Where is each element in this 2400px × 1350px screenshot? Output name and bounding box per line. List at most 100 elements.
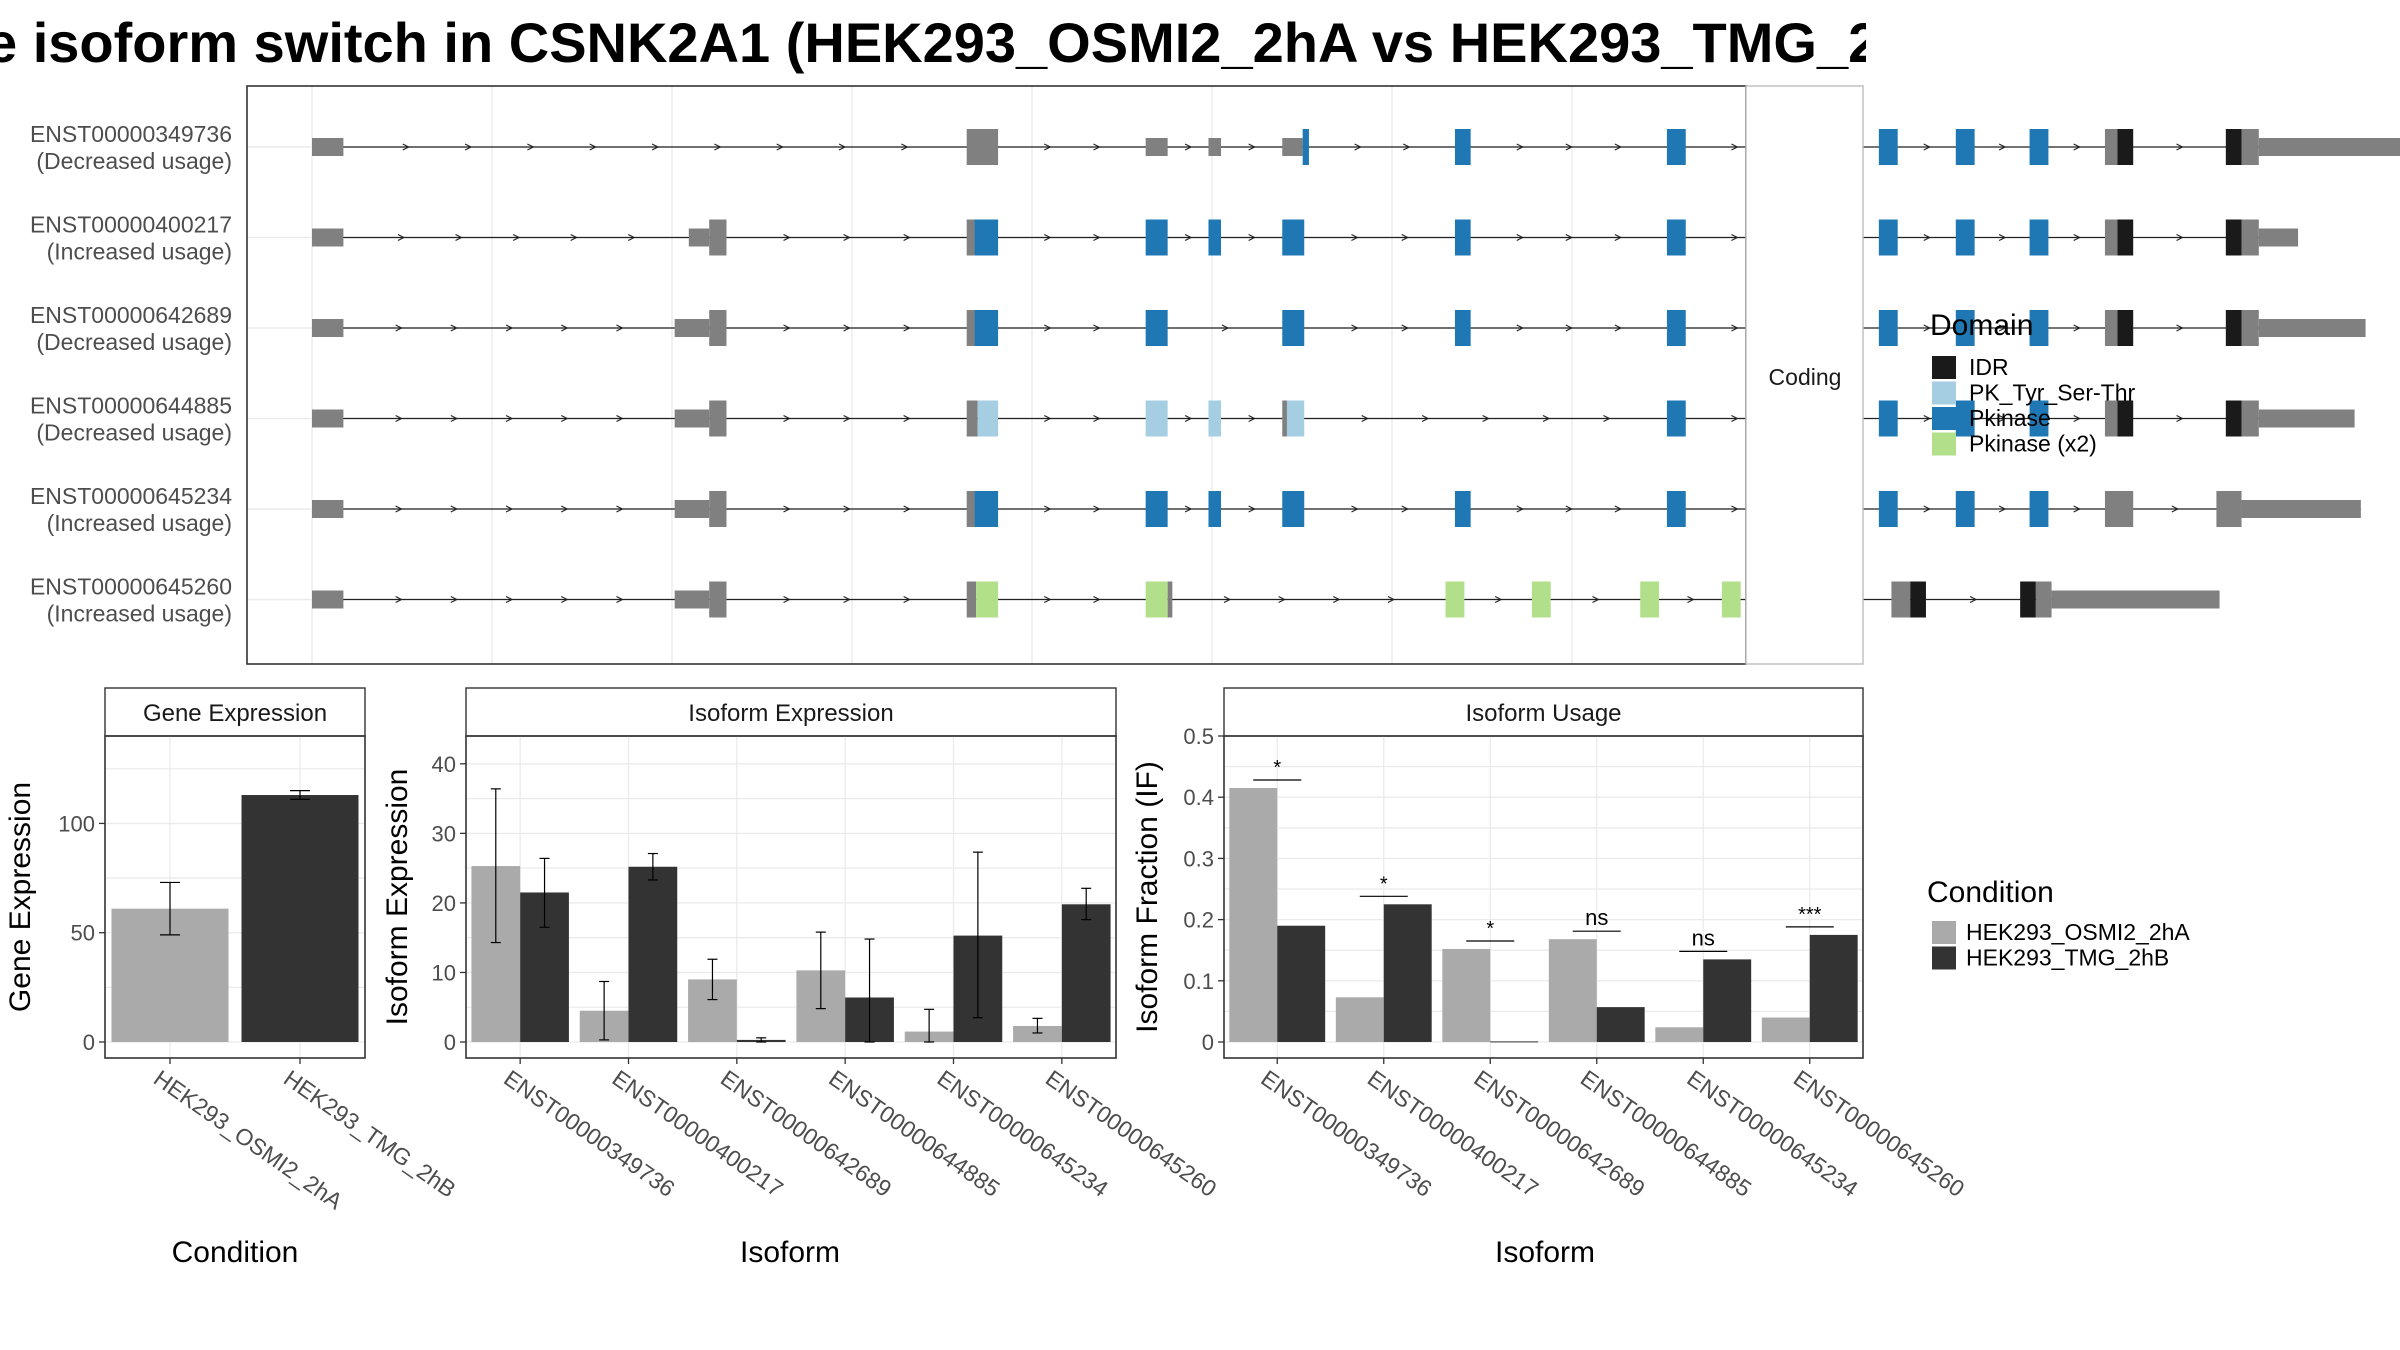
x-tick-label: ENST00000400217 [1363,1065,1543,1202]
bar [1277,925,1326,1042]
intron-arrow [1516,143,1524,151]
bar [1383,904,1432,1042]
bar [1061,904,1111,1042]
condition-legend-title: Condition [1927,876,2054,909]
exon [1282,219,1305,256]
intron-arrow [1923,143,1931,151]
exon [2029,129,2049,165]
intron-arrow [1093,234,1101,241]
intron-arrow [1516,234,1524,241]
intron-arrow [1565,505,1574,513]
significance-label: ns [1585,905,1608,930]
exon [2258,228,2299,247]
exon [2104,400,2118,437]
exon [1208,138,1222,156]
intron-arrow [2073,415,2081,422]
exon [1208,400,1222,437]
exon [1878,491,1898,527]
intron-arrow [1592,596,1600,603]
intron-arrow [616,415,624,422]
domain-legend-label: Pkinase [1969,405,2051,431]
exon [974,310,999,346]
intron-arrow [783,234,791,241]
exon [2241,400,2259,437]
intron-arrow [1184,143,1193,151]
intron-arrow [1401,505,1409,513]
domain-legend-label: IDR [1969,354,2009,380]
intron-arrow [395,596,403,603]
exon [966,400,978,437]
plot-background [466,736,1116,1058]
intron-arrow [402,143,410,151]
intron-arrow [838,143,847,151]
y-axis-title: Isoform Expression [381,769,414,1026]
exon [1878,129,1898,165]
intron-arrow [1093,505,1101,513]
y-tick-label: 0 [444,1030,456,1055]
exon [312,409,344,428]
exon [674,409,710,428]
exon [1955,129,1975,165]
exon [1955,491,1975,527]
intron-arrow [1731,143,1739,151]
exon [1282,491,1305,527]
exon [1666,310,1686,346]
bar [1490,1041,1539,1043]
exon [2117,400,2134,437]
intron-arrow [561,505,569,513]
exon [1145,581,1168,618]
transcript-usage-label: (Increased usage) [47,510,232,536]
exon [966,219,975,256]
exon [2225,400,2242,437]
bar [1548,939,1597,1042]
intron-arrow [843,324,851,332]
exon [976,581,999,618]
exon [1891,581,1911,618]
intron-arrow [1093,324,1101,332]
intron-arrow [1614,234,1623,241]
transcript-usage-label: (Increased usage) [47,239,232,265]
exon [2241,129,2259,165]
intron-arrow [1731,234,1739,241]
bar [1761,1017,1810,1042]
transcript-row [312,581,2220,618]
x-tick-label: ENST00000644885 [1576,1065,1756,1202]
intron-arrow [1923,505,1931,513]
exon [2104,129,2118,165]
domain-legend-label: PK_Tyr_Ser-Thr [1969,380,2135,406]
exon [1282,400,1287,437]
intron-arrow [2176,415,2184,422]
intron-arrow [505,505,514,513]
y-tick-label: 0 [83,1030,95,1055]
intron-arrow [783,415,791,422]
exon [966,581,977,618]
exon [1208,219,1222,256]
intron-arrow [2073,324,2081,332]
intron-arrow [561,324,569,332]
plot-border [104,735,366,1059]
intron-arrow [1093,415,1101,422]
plot-border [465,735,1117,1059]
exon [2117,129,2134,165]
facet-strip-label: Coding [1769,364,1842,390]
plot-border [1223,735,1864,1059]
intron-arrow [1421,415,1430,422]
exon [312,590,344,609]
intron-arrow [1223,596,1232,603]
x-tick-label: ENST00000645260 [1789,1065,1969,1202]
intron-arrow [1923,324,1931,332]
transcript-row [312,219,2299,256]
condition-legend-swatch [1932,946,1956,970]
intron-arrow [903,234,911,241]
bar-chart-panel: Isoform Expression010203040ENST000003497… [381,687,1221,1269]
significance-label: * [1273,757,1281,779]
exon [674,590,710,609]
exon [709,400,727,437]
exon [709,491,727,527]
panel-strip [1223,687,1864,737]
intron-arrow [450,596,459,603]
exon [2117,310,2134,346]
exon [1167,581,1173,618]
exon [674,319,710,337]
exon [1454,491,1471,527]
